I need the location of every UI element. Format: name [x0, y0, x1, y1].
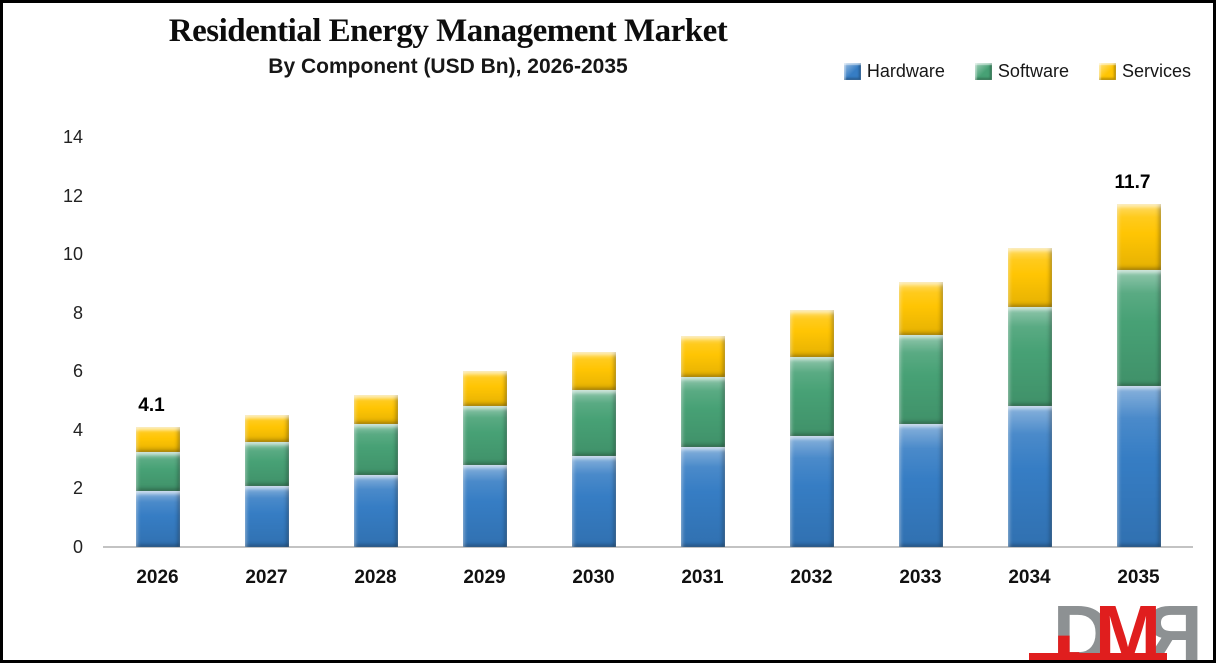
bar-2027-software-segment: [244, 441, 289, 486]
bar-2032-services-segment: [789, 309, 834, 357]
chart-title: Residential Energy Management Market: [168, 13, 728, 49]
x-tick-2032: 2032: [790, 567, 833, 588]
logo-red-underline: [1029, 653, 1167, 660]
x-axis-line: [103, 546, 1193, 548]
legend-item-software: Software: [974, 61, 1069, 82]
legend-label-services: Services: [1121, 61, 1191, 81]
y-tick-0: 0: [72, 537, 83, 557]
bar-2034-software-segment: [1007, 306, 1052, 407]
bar-2026: [135, 426, 180, 547]
y-tick-8: 8: [72, 302, 83, 323]
bar-2029-software-segment: [462, 406, 507, 465]
bar-2028-software-segment: [353, 424, 398, 476]
x-tick-2029: 2029: [463, 567, 506, 588]
bar-2035-services-segment: [1116, 204, 1161, 271]
data-label-2035: 11.7: [1114, 172, 1151, 194]
x-tick-2030: 2030: [572, 567, 615, 588]
bar-2033: [898, 281, 943, 547]
bar-2027-services-segment: [244, 415, 289, 442]
bar-2029-services-segment: [462, 371, 507, 407]
x-tick-2031: 2031: [681, 567, 724, 588]
bar-2030-hardware-segment: [571, 456, 616, 547]
bar-2031: [680, 336, 725, 547]
x-tick-2026: 2026: [136, 567, 179, 588]
bar-2035-software-segment: [1116, 270, 1161, 386]
bar-2028-services-segment: [353, 394, 398, 424]
bar-2034-services-segment: [1007, 248, 1052, 307]
bar-2026-services-segment: [135, 426, 180, 452]
bar-2035: [1116, 204, 1161, 547]
y-tick-14: 14: [62, 127, 83, 147]
y-tick-2: 2: [72, 478, 83, 499]
bar-2026-software-segment: [135, 451, 180, 492]
bar-2028-hardware-segment: [353, 475, 398, 547]
bar-2032: [789, 309, 834, 547]
legend-swatch-hardware: [843, 63, 861, 80]
bar-2030: [571, 352, 616, 547]
y-axis: 0 2 4 6 8 10 12 14: [3, 128, 83, 556]
chart-subtitle: By Component (USD Bn), 2026-2035: [268, 55, 628, 79]
bar-2034-hardware-segment: [1007, 406, 1052, 547]
legend-swatch-software: [974, 63, 992, 80]
bar-2027: [244, 415, 289, 547]
legend-label-software: Software: [997, 61, 1069, 81]
bar-2029: [462, 371, 507, 547]
bar-2031-hardware-segment: [680, 447, 725, 547]
y-tick-10: 10: [62, 244, 83, 265]
bar-2032-hardware-segment: [789, 435, 834, 547]
logo-letter-m: M: [1094, 589, 1162, 663]
bar-2028: [353, 394, 398, 547]
bar-2030-services-segment: [571, 352, 616, 391]
x-tick-2028: 2028: [354, 567, 397, 588]
y-tick-6: 6: [72, 361, 83, 382]
bar-2031-software-segment: [680, 377, 725, 448]
y-tick-4: 4: [72, 419, 83, 440]
bar-2035-hardware-segment: [1116, 385, 1161, 547]
title-block: Residential Energy Management Market By …: [3, 13, 893, 79]
bar-2033-services-segment: [898, 281, 943, 335]
bar-2032-software-segment: [789, 356, 834, 436]
x-tick-2035: 2035: [1117, 567, 1160, 588]
bar-2029-hardware-segment: [462, 465, 507, 547]
legend-label-hardware: Hardware: [866, 61, 945, 81]
data-label-2026: 4.1: [138, 394, 165, 416]
x-tick-2034: 2034: [1008, 567, 1051, 588]
bar-2027-hardware-segment: [244, 485, 289, 547]
bar-2030-software-segment: [571, 390, 616, 457]
bar-2031-services-segment: [680, 336, 725, 378]
bar-2026-hardware-segment: [135, 491, 180, 547]
chart-legend: Hardware Software Services: [843, 61, 1191, 82]
x-tick-2027: 2027: [245, 567, 288, 588]
legend-item-hardware: Hardware: [843, 61, 945, 82]
plot-area: 2026 4.1 2027 2028 2029 2030 2031 2032 2033 2034 2…: [103, 137, 1193, 588]
bar-2033-hardware-segment: [898, 424, 943, 547]
legend-swatch-services: [1098, 63, 1116, 80]
legend-item-services: Services: [1098, 61, 1191, 82]
bar-2033-software-segment: [898, 334, 943, 424]
y-tick-12: 12: [62, 185, 83, 206]
x-tick-2033: 2033: [899, 567, 942, 588]
bar-2034: [1007, 248, 1052, 547]
